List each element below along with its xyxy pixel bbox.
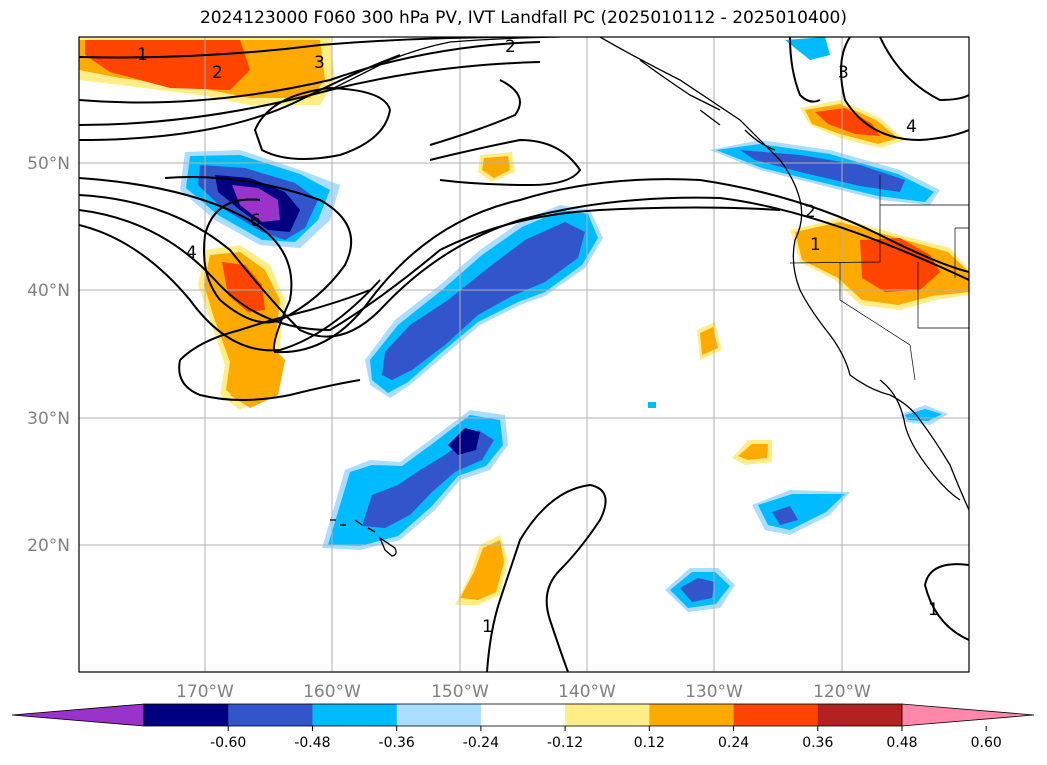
lon-label: 150°W <box>431 682 489 702</box>
colorbar-swatch <box>565 704 650 726</box>
contour-label: 2 <box>805 202 816 222</box>
contour-label: 1 <box>810 235 821 255</box>
lon-label: 140°W <box>558 682 616 702</box>
lon-label: 130°W <box>685 682 743 702</box>
colorbar-extend-low <box>11 703 145 727</box>
pv-shading <box>79 37 969 612</box>
colorbar-swatch <box>480 704 566 726</box>
colorbar-tick-label: 0.60 <box>971 735 1002 751</box>
lat-label: 30°N <box>27 409 70 429</box>
colorbar-swatch <box>312 704 398 726</box>
contour-label: 2 <box>212 63 223 83</box>
contour-label: 4 <box>906 117 917 137</box>
coastlines <box>329 37 969 557</box>
colorbar-tick-label: 0.36 <box>802 735 833 751</box>
colorbar-swatch <box>228 704 313 726</box>
contour-label: 6 <box>250 211 261 231</box>
colorbar-outline <box>143 703 903 727</box>
colorbar-tick-label: -0.12 <box>547 735 583 751</box>
contour-label: 1 <box>928 600 939 620</box>
colorbar-swatch <box>396 704 482 726</box>
lat-label: 40°N <box>27 281 70 301</box>
colorbar-swatch <box>144 704 229 726</box>
colorbar-tick-label: -0.24 <box>463 735 499 751</box>
lat-label: 20°N <box>27 536 70 556</box>
colorbar: -0.60 -0.48 -0.36 -0.24 -0.12 0.12 0.24 0.36 0.4… <box>11 703 1035 751</box>
lon-label: 170°W <box>176 682 234 702</box>
contour-label: 2 <box>505 37 516 57</box>
lat-labels: 50°N 40°N 30°N 20°N <box>27 154 70 556</box>
map-title: 2024123000 F060 300 hPa PV, IVT Landfall… <box>199 8 847 28</box>
lat-label: 50°N <box>27 154 70 174</box>
map-panel <box>79 37 969 672</box>
lon-labels: 170°W 160°W 150°W 140°W 130°W 120°W <box>176 682 871 702</box>
colorbar-swatch <box>649 704 735 726</box>
lon-label: 160°W <box>303 682 361 702</box>
contour-label: 4 <box>186 243 197 263</box>
contour-label: 1 <box>137 45 148 65</box>
map-frame <box>78 36 970 673</box>
colorbar-tick-label: 0.48 <box>886 735 917 751</box>
colorbar-tick-label: 0.24 <box>718 735 749 751</box>
lon-label: 120°W <box>813 682 871 702</box>
contour-label: 3 <box>314 53 325 73</box>
colorbar-tick-label: -0.60 <box>210 735 246 751</box>
contour-label: 1 <box>482 617 493 637</box>
colorbar-swatch <box>817 704 903 726</box>
state-borders <box>789 175 969 381</box>
colorbar-tick-label: -0.36 <box>379 735 415 751</box>
ivt-contours <box>79 37 969 672</box>
colorbar-tick-label: -0.48 <box>294 735 330 751</box>
contour-labels: 1 2 3 2 3 4 6 4 2 1 1 1 <box>137 37 939 637</box>
colorbar-extend-high <box>901 703 1035 727</box>
gridlines <box>79 37 969 672</box>
colorbar-tick-label: 0.12 <box>634 735 665 751</box>
contour-label: 3 <box>838 63 849 83</box>
colorbar-swatch <box>733 704 819 726</box>
